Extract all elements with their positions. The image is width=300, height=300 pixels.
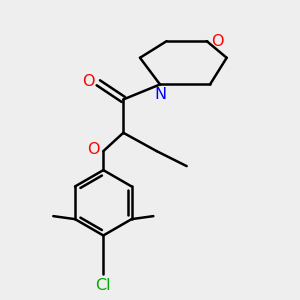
Text: O: O [87,142,99,157]
Text: O: O [211,34,223,49]
Text: N: N [154,87,167,102]
Text: O: O [82,74,95,88]
Text: Cl: Cl [95,278,111,293]
